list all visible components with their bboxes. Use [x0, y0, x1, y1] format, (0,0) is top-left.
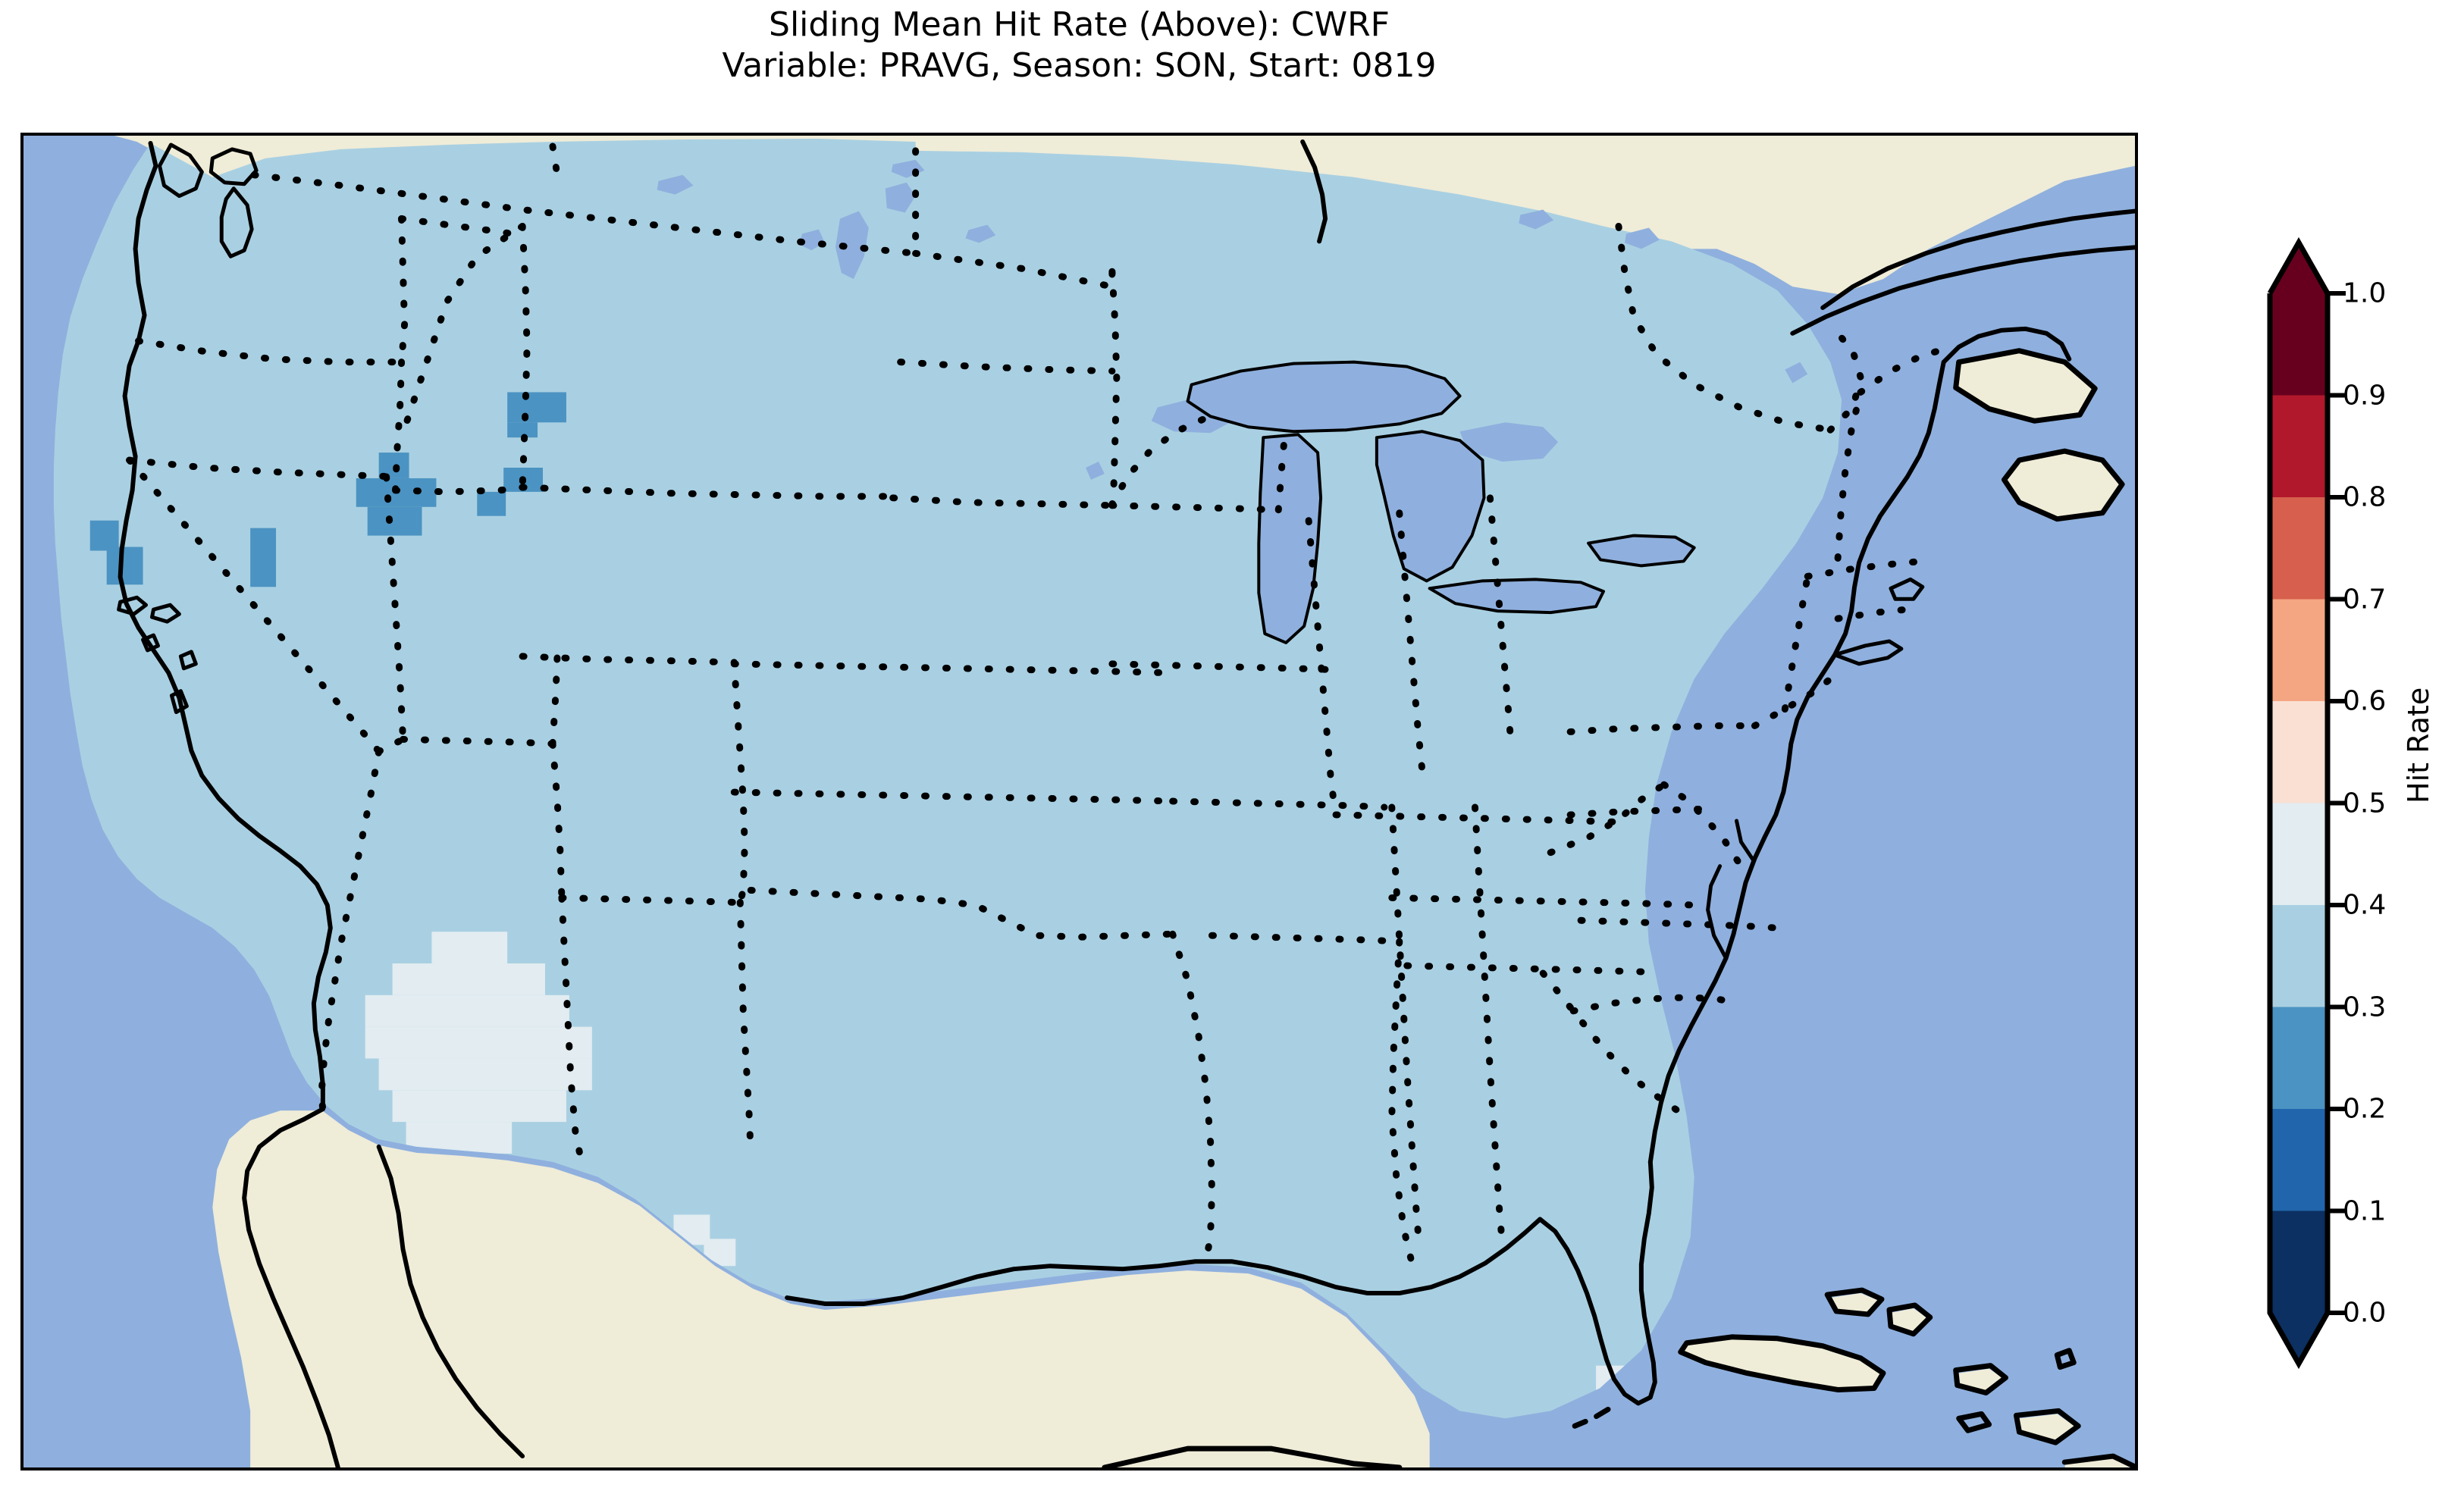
colorbar-bin-0.0-0.1 [2270, 1211, 2328, 1313]
colorbar-tick-label-4: 0.7 [2343, 584, 2387, 615]
title-line-2: Variable: PRAVG, Season: SON, Start: 081… [722, 46, 1437, 85]
colorbar-bin-0.1-0.2 [2270, 1109, 2328, 1211]
colorbar-tick-label-1: 1.0 [2343, 277, 2387, 309]
colorbar-bin-0.7-0.8 [2270, 497, 2328, 600]
colorbar-axis-label: Hit Rate [2402, 687, 2435, 803]
colorbar-tick-label-5: 0.6 [2343, 685, 2387, 717]
state-borders-layer [126, 143, 1951, 1271]
colorbar-tick-label-3: 0.8 [2343, 481, 2387, 513]
colorbar-tick-label-11: 0.0 [2343, 1297, 2387, 1329]
map-plot-area [20, 133, 2138, 1471]
colorbar-bin-0.6-0.7 [2270, 599, 2328, 701]
coastline-layer [117, 139, 2135, 1467]
colorbar-tick-label-9: 0.2 [2343, 1093, 2387, 1125]
colorbar-extend-top [2270, 243, 2328, 293]
colorbar-svg [2267, 236, 2346, 1370]
colorbar-tick-label-10: 0.1 [2343, 1195, 2387, 1226]
colorbar: 1.0 0.9 0.8 0.7 0.6 0.5 0.4 0.3 0.2 0.1 … [2267, 236, 2386, 1370]
colorbar-bin-0.3-0.4 [2270, 905, 2328, 1007]
colorbar-tick-label-7: 0.4 [2343, 889, 2387, 921]
colorbar-bin-0.4-0.5 [2270, 803, 2328, 905]
map-canvas [24, 136, 2135, 1467]
colorbar-bin-0.8-0.9 [2270, 395, 2328, 497]
chart-title: Sliding Mean Hit Rate (Above): CWRF Vari… [0, 5, 2158, 86]
colorbar-extend-bottom [2270, 1313, 2328, 1364]
colorbar-ticks [2328, 291, 2346, 1315]
colorbar-tick-label-8: 0.3 [2343, 991, 2387, 1023]
colorbar-tick-label-2: 0.9 [2343, 380, 2387, 411]
colorbar-bin-0.2-0.3 [2270, 1007, 2328, 1109]
colorbar-tick-label-6: 0.5 [2343, 788, 2387, 819]
colorbar-bin-0.9-1.0 [2270, 293, 2328, 396]
lakes-layer [657, 159, 1808, 643]
title-line-1: Sliding Mean Hit Rate (Above): CWRF [769, 5, 1390, 44]
colorbar-bin-0.5-0.6 [2270, 701, 2328, 803]
